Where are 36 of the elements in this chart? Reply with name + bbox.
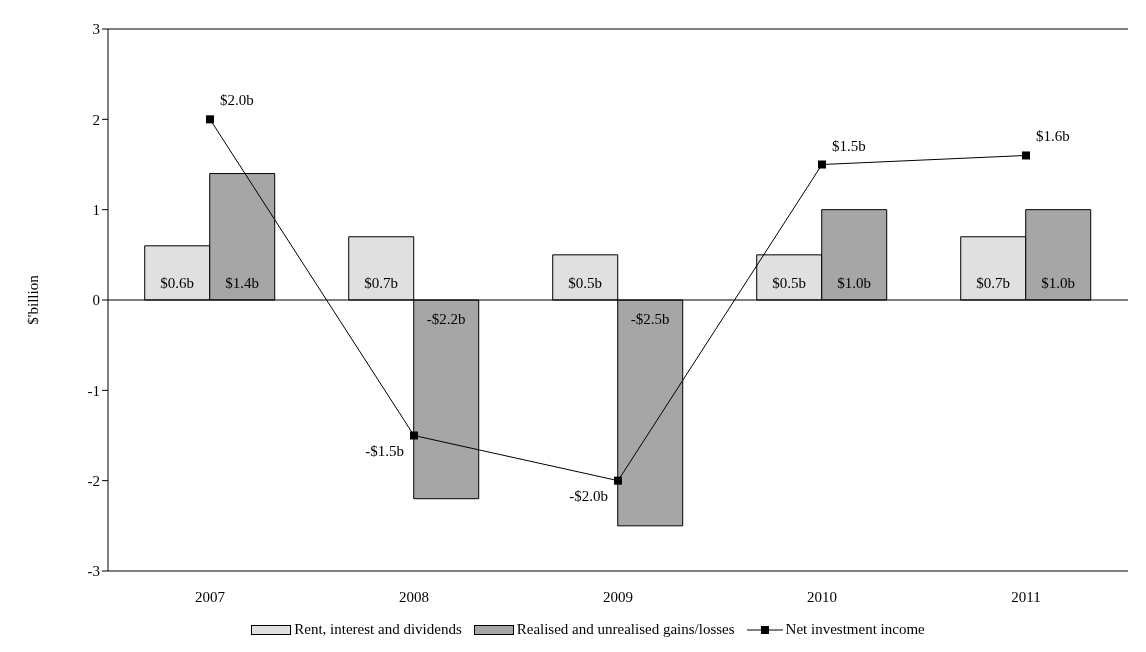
x-tick-label: 2007 — [195, 588, 226, 605]
data-label: -$2.5b — [630, 311, 670, 327]
data-label: $1.4b — [225, 275, 260, 291]
y-tick-label: 0 — [92, 292, 100, 309]
y-axis-title: $'billion — [25, 274, 42, 325]
data-label: $2.0b — [220, 92, 254, 109]
data-label: $1.6b — [1036, 128, 1070, 145]
y-tick-label: 1 — [92, 201, 100, 218]
point — [614, 476, 622, 485]
data-label: $0.5b — [568, 275, 603, 291]
data-label: -$2.0b — [569, 487, 608, 504]
point — [818, 160, 826, 169]
data-label: $0.7b — [364, 275, 399, 291]
data-label: $0.5b — [772, 275, 807, 291]
data-label: $1.0b — [837, 275, 872, 291]
legend-label: Net investment income — [785, 621, 925, 638]
y-tick-label: -1 — [87, 382, 100, 399]
data-label: $1.0b — [1041, 275, 1076, 291]
point — [206, 115, 214, 124]
x-tick-label: 2009 — [603, 588, 633, 605]
y-tick-label: 2 — [92, 111, 100, 128]
point — [410, 431, 418, 440]
y-tick-label: 3 — [92, 21, 100, 38]
data-label: -$2.2b — [426, 311, 466, 327]
data-label: -$1.5b — [365, 442, 404, 459]
x-tick-label: 2011 — [1011, 588, 1041, 605]
data-label: $0.6b — [160, 275, 195, 291]
data-label: $1.5b — [832, 137, 866, 154]
y-tick-label: -2 — [87, 472, 100, 489]
x-tick-label: 2008 — [399, 588, 429, 605]
legend-label: Rent, interest and dividends — [294, 621, 462, 638]
point — [1022, 151, 1030, 160]
data-label: $0.7b — [976, 275, 1011, 291]
y-tick-label: -3 — [87, 563, 100, 580]
legend-label: Realised and unrealised gains/losses — [516, 621, 735, 638]
x-tick-label: 2010 — [807, 588, 837, 605]
